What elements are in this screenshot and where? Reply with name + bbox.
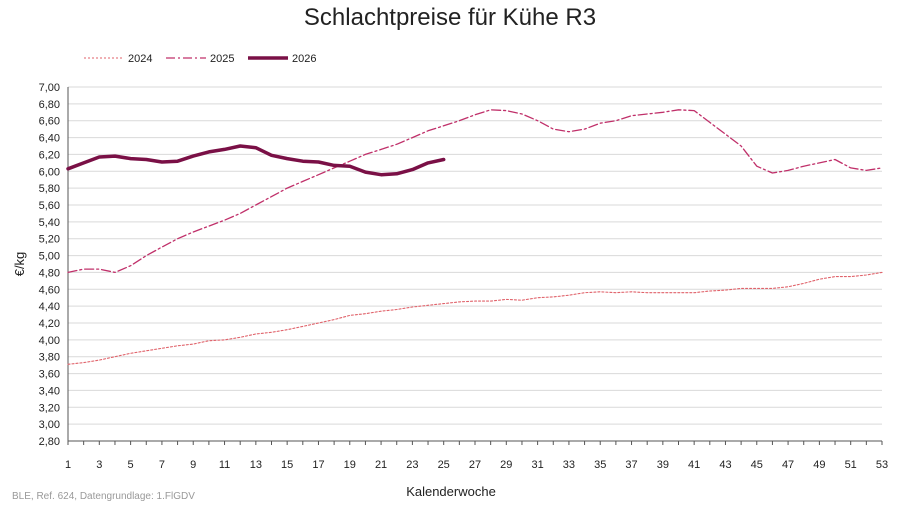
source-note: BLE, Ref. 624, Datengrundlage: 1.FlGDV	[12, 491, 195, 502]
x-tick-label: 31	[531, 459, 543, 471]
y-tick-label: 5,80	[39, 183, 60, 195]
y-tick-label: 3,60	[39, 369, 60, 381]
x-tick-label: 39	[657, 459, 669, 471]
y-tick-label: 3,20	[39, 402, 60, 414]
x-tick-label: 9	[190, 459, 196, 471]
y-axis-title: €/kg	[12, 252, 27, 277]
y-tick-label: 3,40	[39, 385, 60, 397]
y-tick-label: 6,40	[39, 133, 60, 145]
x-tick-label: 33	[563, 459, 575, 471]
y-tick-label: 3,80	[39, 352, 60, 364]
series-lines	[66, 109, 883, 365]
y-tick-label: 3,00	[39, 419, 60, 431]
x-tick-label: 43	[719, 459, 731, 471]
legend: 2024 2025 2026	[84, 53, 316, 65]
legend-label-2024: 2024	[128, 53, 152, 65]
x-tick-label: 13	[250, 459, 262, 471]
series-line-2025	[67, 109, 883, 274]
x-tick-label: 15	[281, 459, 293, 471]
y-tick-label: 7,00	[39, 82, 60, 94]
y-tick-label: 5,00	[39, 251, 60, 263]
y-tick-label: 4,00	[39, 335, 60, 347]
y-tick-label: 4,80	[39, 267, 60, 279]
x-tick-label: 19	[344, 459, 356, 471]
y-tick-label: 6,20	[39, 149, 60, 161]
series-line-2024	[67, 271, 883, 365]
x-tick-label: 5	[128, 459, 134, 471]
x-tick-label: 51	[845, 459, 857, 471]
x-tick-label: 41	[688, 459, 700, 471]
x-tick-label: 45	[751, 459, 763, 471]
x-tick-label: 25	[438, 459, 450, 471]
y-tick-label: 6,00	[39, 166, 60, 178]
x-tick-label: 23	[406, 459, 418, 471]
x-tick-label: 53	[876, 459, 888, 471]
y-tick-label: 6,60	[39, 116, 60, 128]
x-tick-label: 3	[96, 459, 102, 471]
legend-label-2025: 2025	[210, 53, 234, 65]
x-tick-label: 47	[782, 459, 794, 471]
x-tick-label: 11	[219, 459, 230, 471]
y-tick-label: 4,40	[39, 301, 60, 313]
x-tick-label: 1	[65, 459, 71, 471]
y-tick-label: 4,20	[39, 318, 60, 330]
x-tick-label: 37	[625, 459, 637, 471]
x-tick-label: 49	[813, 459, 825, 471]
y-tick-label: 5,40	[39, 217, 60, 229]
x-tick-label: 35	[594, 459, 606, 471]
grid-lines	[68, 86, 882, 442]
y-tick-label: 6,80	[39, 99, 60, 111]
x-tick-label: 27	[469, 459, 481, 471]
x-axis-title: Kalenderwoche	[406, 484, 496, 499]
chart-title: Schlachtpreise für Kühe R3	[303, 4, 597, 31]
y-tick-label: 2,80	[39, 436, 60, 448]
y-tick-label: 4,60	[39, 284, 60, 296]
x-tick-label: 17	[312, 459, 324, 471]
x-tick-label: 7	[159, 459, 165, 471]
legend-label-2026: 2026	[292, 53, 316, 65]
axes: 2,80 3,00 3,20 3,40 3,60 3,80 4,00 4,20 4,40 4,60…	[39, 82, 889, 471]
series-line-2026	[66, 144, 446, 177]
y-tick-label: 5,20	[39, 234, 60, 246]
y-tick-label: 5,60	[39, 200, 60, 212]
x-tick-label: 21	[375, 459, 387, 471]
x-tick-label: 29	[500, 459, 512, 471]
